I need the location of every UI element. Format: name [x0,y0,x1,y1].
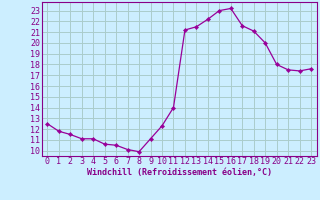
X-axis label: Windchill (Refroidissement éolien,°C): Windchill (Refroidissement éolien,°C) [87,168,272,177]
